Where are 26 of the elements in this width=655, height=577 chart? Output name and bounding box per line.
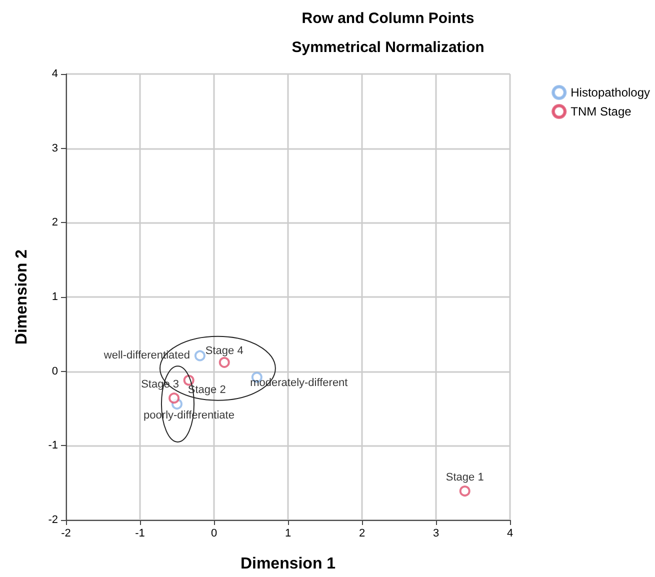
- y-tick-label: 3: [52, 142, 58, 154]
- legend-label: TNM Stage: [570, 104, 632, 118]
- point: [168, 392, 180, 404]
- y-tick-label: -1: [48, 440, 58, 452]
- chart-subtitle: Symmetrical Normalization: [292, 39, 484, 56]
- x-tick-label: 2: [358, 528, 366, 540]
- y-tick-label: 1: [52, 291, 58, 303]
- x-axis-title: Dimension 1: [240, 556, 336, 572]
- y-tick-label: 2: [52, 216, 58, 229]
- y-tick-label: -2: [48, 514, 58, 526]
- point: [459, 486, 470, 497]
- x-tick-label: 4: [506, 528, 514, 540]
- x-tick-label: 1: [284, 528, 292, 540]
- x-tick-label: -1: [135, 528, 145, 540]
- annotation: Stage 4: [205, 344, 244, 357]
- point: [194, 350, 206, 362]
- x-tick-label: -2: [61, 528, 71, 540]
- x-tick-label: 3: [432, 528, 440, 540]
- point: [218, 356, 230, 368]
- annotation: Stage 1: [446, 472, 484, 484]
- legend-label: Histopathology: [570, 86, 650, 100]
- y-tick-label: 0: [52, 365, 58, 378]
- y-axis-title: Dimension 2: [14, 249, 30, 345]
- y-tick-label: 4: [52, 68, 58, 80]
- chart-title: Row and Column Points: [302, 10, 474, 27]
- x-tick-label: 0: [210, 528, 218, 540]
